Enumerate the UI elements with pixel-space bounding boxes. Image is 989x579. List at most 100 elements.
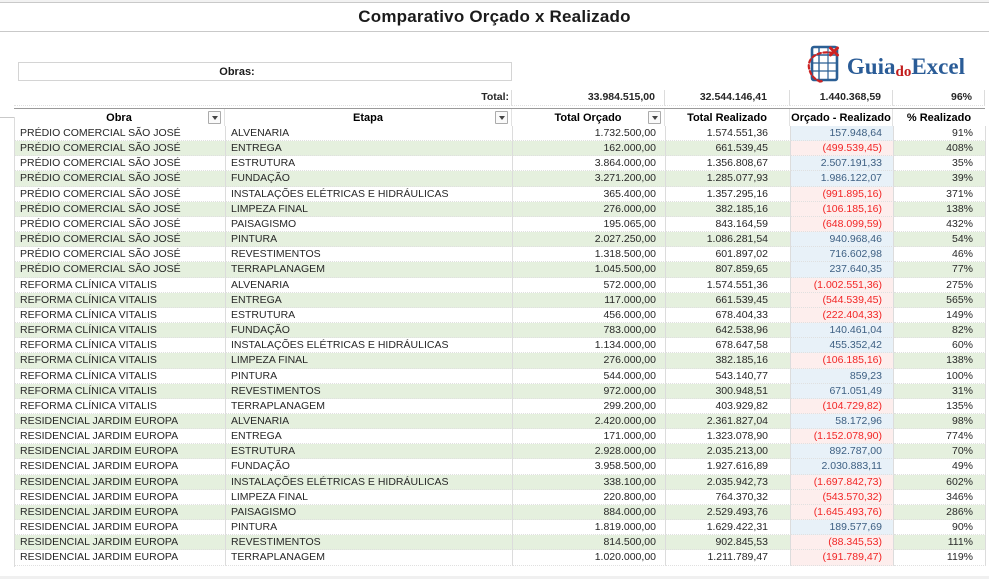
cell-total-realizado[interactable]: 843.164,59 [666, 216, 791, 233]
cell-total-orcado[interactable]: 783.000,00 [513, 323, 666, 339]
cell-obra[interactable]: REFORMA CLÍNICA VITALIS [15, 368, 226, 384]
header-orcado-realizado[interactable]: Orçado - Realizado [790, 109, 893, 126]
cell-etapa[interactable]: ENTREGA [226, 429, 513, 445]
cell-pct-realizado[interactable]: 565% [894, 292, 986, 308]
cell-obra[interactable]: RESIDENCIAL JARDIM EUROPA [15, 429, 226, 445]
cell-orcado-realizado[interactable]: (106.185,16) [791, 201, 894, 217]
header-total-orcado[interactable]: Total Orçado [512, 109, 665, 126]
cell-total-realizado[interactable]: 1.211.789,47 [666, 550, 791, 566]
cell-obra[interactable]: REFORMA CLÍNICA VITALIS [15, 307, 226, 324]
cell-orcado-realizado[interactable]: 140.461,04 [791, 323, 894, 339]
cell-total-realizado[interactable]: 1.574.551,36 [666, 277, 791, 293]
cell-total-orcado[interactable]: 3.271.200,00 [513, 171, 666, 187]
filter-dropdown-etapa-icon[interactable] [495, 111, 508, 124]
cell-etapa[interactable]: PINTURA [226, 368, 513, 384]
cell-pct-realizado[interactable]: 91% [894, 126, 986, 142]
total-pct-value[interactable]: 96% [893, 89, 985, 106]
cell-pct-realizado[interactable]: 119% [894, 550, 986, 566]
cell-obra[interactable]: REFORMA CLÍNICA VITALIS [15, 292, 226, 308]
cell-total-realizado[interactable]: 678.404,33 [666, 307, 791, 324]
cell-etapa[interactable]: ESTRUTURA [226, 156, 513, 172]
cell-pct-realizado[interactable]: 77% [894, 262, 986, 278]
cell-total-orcado[interactable]: 814.500,00 [513, 535, 666, 551]
filter-dropdown-orcado-icon[interactable] [648, 111, 661, 124]
cell-etapa[interactable]: ALVENARIA [226, 413, 513, 430]
cell-obra[interactable]: PRÉDIO COMERCIAL SÃO JOSÉ [15, 247, 226, 263]
cell-total-realizado[interactable]: 1.927.616,89 [666, 459, 791, 475]
cell-orcado-realizado[interactable]: 859,23 [791, 368, 894, 384]
cell-orcado-realizado[interactable]: 157.948,64 [791, 126, 894, 142]
cell-total-realizado[interactable]: 1.285.077,93 [666, 171, 791, 187]
cell-orcado-realizado[interactable]: 716.602,98 [791, 247, 894, 263]
cell-pct-realizado[interactable]: 35% [894, 156, 986, 172]
cell-pct-realizado[interactable]: 138% [894, 201, 986, 217]
cell-etapa[interactable]: TERRAPLANAGEM [226, 398, 513, 414]
cell-total-orcado[interactable]: 456.000,00 [513, 307, 666, 324]
total-diff-value[interactable]: 1.440.368,59 [790, 89, 893, 106]
cell-total-orcado[interactable]: 220.800,00 [513, 489, 666, 505]
cell-pct-realizado[interactable]: 135% [894, 398, 986, 414]
cell-orcado-realizado[interactable]: 237.640,35 [791, 262, 894, 278]
cell-obra[interactable]: RESIDENCIAL JARDIM EUROPA [15, 413, 226, 430]
cell-total-realizado[interactable]: 2.035.213,00 [666, 444, 791, 460]
cell-orcado-realizado[interactable]: 2.030.883,11 [791, 459, 894, 475]
cell-total-orcado[interactable]: 1.045.500,00 [513, 262, 666, 278]
cell-pct-realizado[interactable]: 111% [894, 535, 986, 551]
cell-etapa[interactable]: PINTURA [226, 232, 513, 248]
cell-pct-realizado[interactable]: 286% [894, 504, 986, 521]
cell-obra[interactable]: PRÉDIO COMERCIAL SÃO JOSÉ [15, 232, 226, 248]
total-orcado-value[interactable]: 33.984.515,00 [512, 89, 665, 106]
cell-obra[interactable]: RESIDENCIAL JARDIM EUROPA [15, 489, 226, 505]
cell-total-realizado[interactable]: 2.361.827,04 [666, 413, 791, 430]
cell-total-orcado[interactable]: 365.400,00 [513, 186, 666, 202]
cell-orcado-realizado[interactable]: (543.570,32) [791, 489, 894, 505]
cell-etapa[interactable]: ENTREGA [226, 141, 513, 157]
cell-obra[interactable]: RESIDENCIAL JARDIM EUROPA [15, 474, 226, 490]
cell-obra[interactable]: REFORMA CLÍNICA VITALIS [15, 338, 226, 354]
cell-orcado-realizado[interactable]: 940.968,46 [791, 232, 894, 248]
cell-etapa[interactable]: FUNDAÇÃO [226, 323, 513, 339]
cell-etapa[interactable]: TERRAPLANAGEM [226, 262, 513, 278]
cell-total-orcado[interactable]: 544.000,00 [513, 368, 666, 384]
cell-pct-realizado[interactable]: 346% [894, 489, 986, 505]
cell-total-realizado[interactable]: 543.140,77 [666, 368, 791, 384]
cell-obra[interactable]: RESIDENCIAL JARDIM EUROPA [15, 459, 226, 475]
cell-orcado-realizado[interactable]: (1.645.493,76) [791, 504, 894, 521]
cell-obra[interactable]: REFORMA CLÍNICA VITALIS [15, 398, 226, 414]
cell-pct-realizado[interactable]: 98% [894, 413, 986, 430]
cell-obra[interactable]: REFORMA CLÍNICA VITALIS [15, 277, 226, 293]
cell-etapa[interactable]: LIMPEZA FINAL [226, 353, 513, 369]
cell-pct-realizado[interactable]: 100% [894, 368, 986, 384]
cell-obra[interactable]: PRÉDIO COMERCIAL SÃO JOSÉ [15, 216, 226, 233]
cell-total-orcado[interactable]: 2.928.000,00 [513, 444, 666, 460]
cell-obra[interactable]: PRÉDIO COMERCIAL SÃO JOSÉ [15, 186, 226, 202]
cell-orcado-realizado[interactable]: (499.539,45) [791, 141, 894, 157]
cell-orcado-realizado[interactable]: (106.185,16) [791, 353, 894, 369]
cell-obra[interactable]: PRÉDIO COMERCIAL SÃO JOSÉ [15, 126, 226, 142]
cell-total-realizado[interactable]: 382.185,16 [666, 201, 791, 217]
cell-etapa[interactable]: PAISAGISMO [226, 504, 513, 521]
cell-total-orcado[interactable]: 195.065,00 [513, 216, 666, 233]
cell-etapa[interactable]: REVESTIMENTOS [226, 383, 513, 399]
cell-pct-realizado[interactable]: 138% [894, 353, 986, 369]
cell-orcado-realizado[interactable]: (1.002.551,36) [791, 277, 894, 293]
cell-pct-realizado[interactable]: 774% [894, 429, 986, 445]
cell-pct-realizado[interactable]: 432% [894, 216, 986, 233]
header-total-realizado[interactable]: Total Realizado [665, 109, 790, 126]
cell-total-orcado[interactable]: 1.134.000,00 [513, 338, 666, 354]
cell-total-realizado[interactable]: 807.859,65 [666, 262, 791, 278]
header-etapa[interactable]: Etapa [225, 109, 512, 126]
cell-pct-realizado[interactable]: 54% [894, 232, 986, 248]
cell-pct-realizado[interactable]: 602% [894, 474, 986, 490]
header-obra[interactable]: Obra [14, 109, 225, 126]
cell-etapa[interactable]: FUNDAÇÃO [226, 459, 513, 475]
cell-orcado-realizado[interactable]: 671.051,49 [791, 383, 894, 399]
cell-obra[interactable]: PRÉDIO COMERCIAL SÃO JOSÉ [15, 171, 226, 187]
cell-obra[interactable]: RESIDENCIAL JARDIM EUROPA [15, 504, 226, 521]
cell-total-realizado[interactable]: 661.539,45 [666, 292, 791, 308]
cell-etapa[interactable]: INSTALAÇÕES ELÉTRICAS E HIDRÁULICAS [226, 474, 513, 490]
cell-orcado-realizado[interactable]: (191.789,47) [791, 550, 894, 566]
cell-total-orcado[interactable]: 972.000,00 [513, 383, 666, 399]
cell-total-realizado[interactable]: 1.086.281,54 [666, 232, 791, 248]
cell-pct-realizado[interactable]: 49% [894, 459, 986, 475]
